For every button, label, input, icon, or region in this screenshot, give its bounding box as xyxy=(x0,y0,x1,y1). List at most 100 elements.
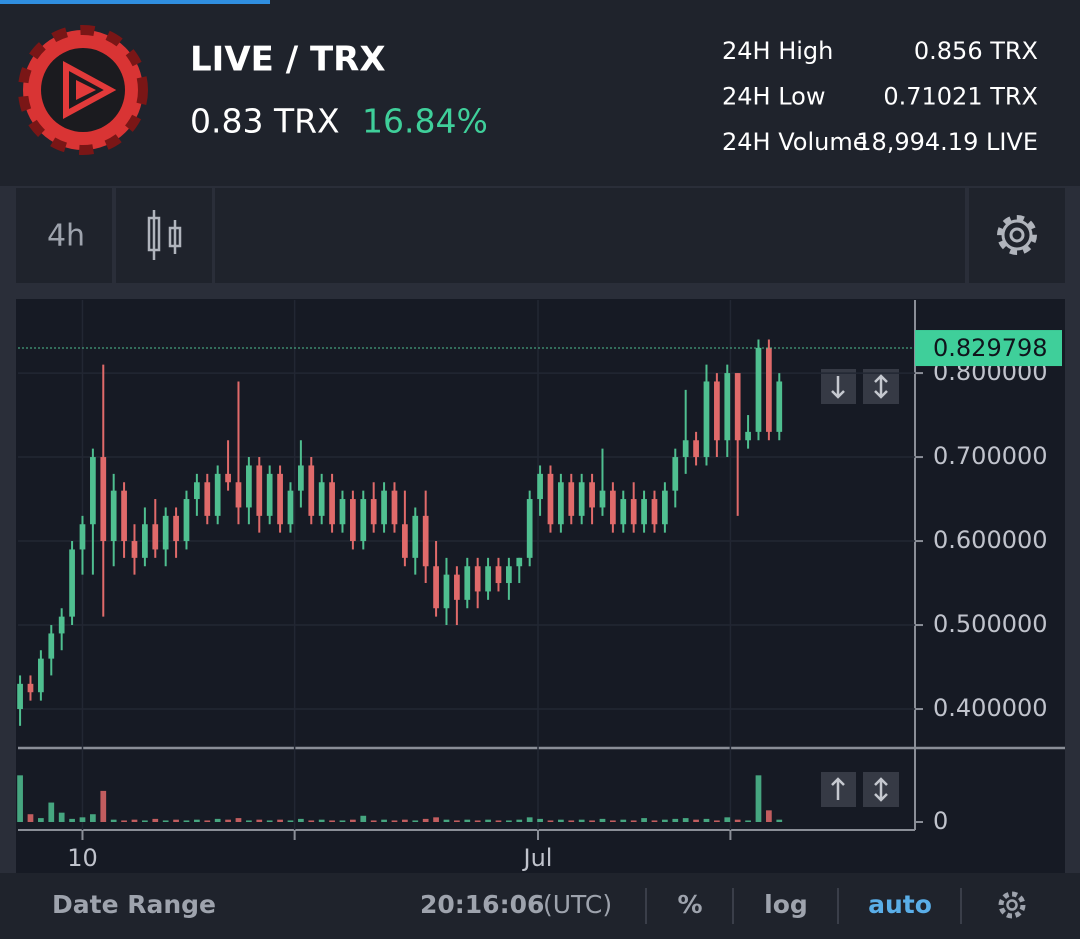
volume-bar xyxy=(641,818,647,822)
volume-bar xyxy=(391,820,398,822)
percent-toggle[interactable]: % xyxy=(677,890,702,919)
volume-bar xyxy=(173,819,179,822)
candle-body xyxy=(745,431,751,441)
volume-bar xyxy=(558,819,564,822)
log-toggle[interactable]: log xyxy=(764,890,808,919)
volume-bar xyxy=(776,819,783,822)
y-tick-label: 0.400000 xyxy=(933,694,1048,722)
x-tick-label: Jul xyxy=(522,844,553,872)
candle-body xyxy=(506,566,512,584)
toolbar-space xyxy=(215,188,965,283)
candle-body xyxy=(204,482,211,516)
volume-bar xyxy=(246,820,252,822)
candle-body xyxy=(662,490,668,525)
stat-label: 24H High xyxy=(722,37,833,65)
volume-bar xyxy=(360,815,367,822)
volume-bar xyxy=(402,819,408,822)
candle-body xyxy=(620,499,627,525)
volume-bar xyxy=(651,820,658,822)
plot: 10 Jul 0.400000 0.500000 0.600000 0.700000 0.8… xyxy=(17,300,1062,872)
y-tick-label: 0.500000 xyxy=(933,610,1048,638)
volume-bar xyxy=(225,819,231,822)
candle-icon xyxy=(147,210,182,260)
candle-body xyxy=(318,482,325,516)
clock-timezone: (UTC) xyxy=(543,890,612,919)
candle-body xyxy=(776,381,783,432)
volume-bar xyxy=(516,819,523,822)
candle-body xyxy=(651,499,658,525)
stat-label: 24H Volume xyxy=(722,128,867,156)
candle-body xyxy=(287,490,294,525)
date-range-button[interactable]: Date Range xyxy=(52,890,216,919)
footer-bg xyxy=(0,873,1080,939)
price-change: 16.84% xyxy=(362,102,488,141)
candle-body xyxy=(641,499,647,525)
volume-bar xyxy=(589,820,595,822)
settings-button[interactable] xyxy=(969,188,1065,283)
candle-body xyxy=(110,490,117,542)
candle-body xyxy=(443,574,450,609)
candle-body xyxy=(516,557,523,567)
volume-bar xyxy=(755,775,762,822)
stat-value: 0.856 TRX xyxy=(914,37,1038,65)
chart-type-button[interactable] xyxy=(116,188,212,283)
candle-body xyxy=(183,499,190,542)
candle-body xyxy=(630,499,637,525)
last-price: 0.83 TRX xyxy=(190,102,340,141)
candle-body xyxy=(464,566,471,600)
volume-bar xyxy=(724,817,731,822)
settings-icon xyxy=(997,215,1037,255)
volume-bar xyxy=(131,819,138,822)
volume-bar xyxy=(682,818,689,822)
volume-bar xyxy=(568,820,575,822)
interval-button[interactable] xyxy=(16,188,112,283)
volume-bar xyxy=(464,819,471,822)
volume-bar xyxy=(69,818,75,822)
candle-body xyxy=(433,566,439,609)
volume-bar xyxy=(433,817,439,822)
volume-bar xyxy=(370,820,377,822)
candle-body xyxy=(214,473,221,516)
volume-bar xyxy=(630,820,637,822)
candle-body xyxy=(360,499,367,542)
candle-body xyxy=(225,473,231,483)
volume-bar xyxy=(79,817,86,822)
volume-bar xyxy=(485,819,491,822)
volume-bar xyxy=(495,820,502,822)
auto-toggle[interactable]: auto xyxy=(868,890,932,919)
candle-body xyxy=(495,566,502,584)
volume-bar xyxy=(162,820,169,822)
candle-body xyxy=(734,373,741,441)
volume-bar xyxy=(266,820,273,822)
volume-bar xyxy=(693,819,699,822)
volume-bar xyxy=(214,818,221,822)
candle-body xyxy=(412,515,419,558)
candle-body xyxy=(547,473,554,525)
volume-tick-label: 0 xyxy=(933,807,948,835)
volume-bar xyxy=(329,820,335,822)
candle-body xyxy=(682,440,689,458)
candle-body xyxy=(755,347,762,432)
volume-bar xyxy=(48,802,55,822)
candle-body xyxy=(422,515,429,567)
candle-body xyxy=(370,499,377,525)
candle-body xyxy=(48,633,55,659)
volume-bar xyxy=(703,818,710,822)
candle-body xyxy=(142,524,148,558)
candle-body xyxy=(162,515,169,550)
volume-bar xyxy=(547,820,554,822)
candle-body xyxy=(329,482,335,525)
footer-settings[interactable] xyxy=(998,891,1026,919)
volume-bar xyxy=(350,819,356,822)
candle-body xyxy=(391,490,398,525)
progress-bar xyxy=(0,0,270,4)
volume-bar xyxy=(714,820,720,822)
candle-body xyxy=(27,683,34,693)
candle-body xyxy=(402,524,408,558)
volume-bar xyxy=(58,812,65,822)
volume-bar xyxy=(17,775,23,822)
pair-title: LIVE / TRX xyxy=(190,40,386,80)
chart-bg xyxy=(16,299,1065,873)
volume-bar xyxy=(308,820,315,822)
